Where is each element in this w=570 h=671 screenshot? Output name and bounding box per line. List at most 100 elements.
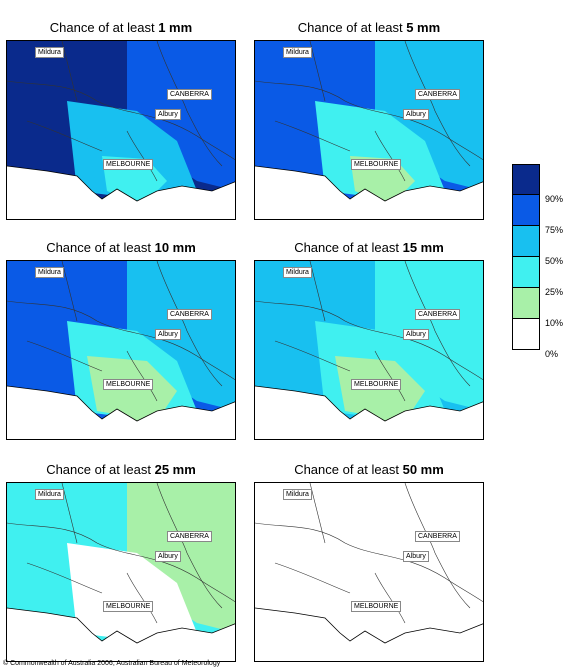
place-label-melbourne: MELBOURNE [351, 379, 402, 390]
district-boundary [126, 130, 158, 182]
probability-legend: 90% 75% 50% 25% 10% 0% [512, 164, 569, 360]
district-boundary [309, 41, 326, 102]
district-boundary [7, 300, 235, 381]
coastline [7, 385, 235, 422]
place-label-canberra: CANBERRA [415, 531, 460, 542]
district-boundary [374, 572, 406, 624]
district-boundary [7, 80, 235, 161]
probability-zone [375, 483, 483, 633]
district-boundary [126, 350, 158, 402]
place-label-canberra: CANBERRA [415, 89, 460, 100]
sea-area [7, 386, 235, 439]
place-label-albury: Albury [403, 109, 429, 120]
district-boundary [434, 110, 471, 167]
rainfall-map: Mildura CANBERRA Albury MELBOURNE [6, 482, 236, 662]
map-svg [255, 41, 483, 219]
district-boundary [61, 261, 78, 322]
district-boundary [404, 483, 436, 554]
place-label-albury: Albury [155, 109, 181, 120]
district-boundary [274, 340, 351, 372]
place-label-mildura: Mildura [35, 47, 64, 58]
panel-title: Chance of at least 15 mm [294, 240, 444, 255]
probability-zone [127, 41, 235, 191]
district-boundary [61, 41, 78, 102]
coastline [255, 165, 483, 202]
district-boundary [404, 261, 436, 332]
district-boundary [255, 522, 483, 603]
place-label-albury: Albury [155, 329, 181, 340]
coastline [7, 165, 235, 202]
panel-title: Chance of at least 10 mm [46, 240, 196, 255]
district-boundary [26, 562, 103, 594]
district-boundary [434, 552, 471, 609]
legend-swatch-10 [512, 288, 540, 319]
district-boundary [156, 483, 188, 554]
district-boundary [374, 130, 406, 182]
place-label-melbourne: MELBOURNE [351, 159, 402, 170]
district-boundary [434, 330, 471, 387]
rainfall-map: Mildura CANBERRA Albury MELBOURNE [6, 40, 236, 220]
legend-swatch-50 [512, 226, 540, 257]
district-boundary [7, 522, 235, 603]
map-svg [255, 483, 483, 661]
legend-label: 90% [545, 194, 564, 204]
copyright-notice: © Commonwealth of Australia 2006, Austra… [3, 660, 221, 667]
panel-title: Chance of at least 1 mm [49, 20, 193, 35]
map-svg [7, 483, 235, 661]
legend-label: 75% [545, 225, 564, 235]
place-label-melbourne: MELBOURNE [103, 379, 154, 390]
coastline [7, 607, 235, 644]
legend-label: 0% [545, 349, 559, 359]
place-label-melbourne: MELBOURNE [351, 601, 402, 612]
place-label-canberra: CANBERRA [167, 531, 212, 542]
legend-swatch-75 [512, 195, 540, 226]
district-boundary [255, 300, 483, 381]
district-boundary [156, 41, 188, 112]
place-label-mildura: Mildura [35, 489, 64, 500]
district-boundary [274, 562, 351, 594]
place-label-melbourne: MELBOURNE [103, 159, 154, 170]
sea-area [255, 386, 483, 439]
place-label-canberra: CANBERRA [415, 309, 460, 320]
district-boundary [404, 41, 436, 112]
legend-label: 25% [545, 287, 564, 297]
panel-title: Chance of at least 5 mm [297, 20, 441, 35]
map-svg [255, 261, 483, 439]
place-label-albury: Albury [403, 329, 429, 340]
place-label-mildura: Mildura [283, 489, 312, 500]
rainfall-map: Mildura CANBERRA Albury MELBOURNE [6, 260, 236, 440]
district-boundary [309, 261, 326, 322]
rainfall-map: Mildura CANBERRA Albury MELBOURNE [254, 482, 484, 662]
place-label-albury: Albury [403, 551, 429, 562]
district-boundary [186, 110, 223, 167]
panel-title: Chance of at least 25 mm [46, 462, 196, 477]
coastline [255, 607, 483, 644]
legend-label: 50% [545, 256, 564, 266]
place-label-mildura: Mildura [283, 267, 312, 278]
district-boundary [26, 120, 103, 152]
place-label-albury: Albury [155, 551, 181, 562]
rainfall-map: Mildura CANBERRA Albury MELBOURNE [254, 260, 484, 440]
district-boundary [26, 340, 103, 372]
panel-title: Chance of at least 50 mm [294, 462, 444, 477]
probability-zone [127, 483, 235, 633]
place-label-melbourne: MELBOURNE [103, 601, 154, 612]
map-svg [7, 261, 235, 439]
district-boundary [186, 552, 223, 609]
sea-area [7, 608, 235, 661]
sea-area [255, 608, 483, 661]
sea-area [255, 166, 483, 219]
district-boundary [61, 483, 78, 544]
district-boundary [274, 120, 351, 152]
probability-zone [375, 261, 483, 411]
legend-swatch-0 [512, 319, 540, 350]
sea-area [7, 166, 235, 219]
probability-zone [127, 261, 235, 411]
coastline [255, 385, 483, 422]
district-boundary [126, 572, 158, 624]
district-boundary [374, 350, 406, 402]
district-boundary [309, 483, 326, 544]
district-boundary [156, 261, 188, 332]
legend-swatch-25 [512, 257, 540, 288]
district-boundary [186, 330, 223, 387]
